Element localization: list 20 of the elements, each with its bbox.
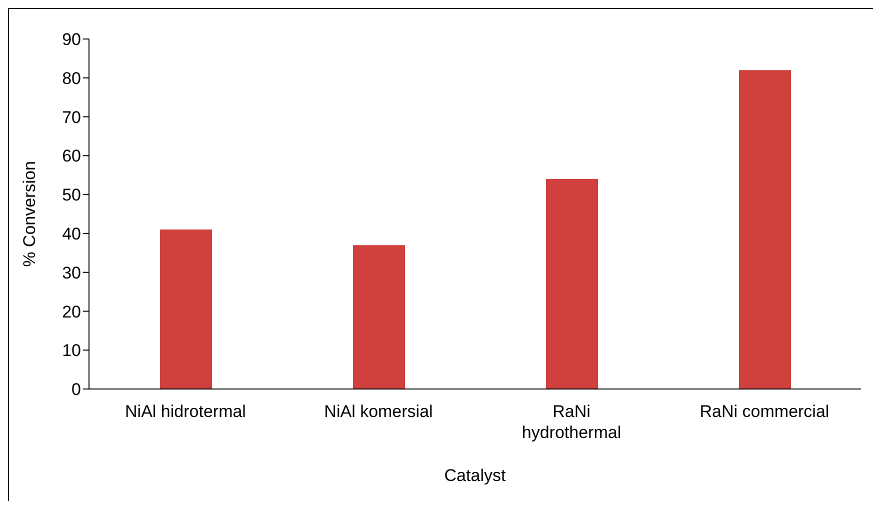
y-tick-label: 80 <box>62 68 81 88</box>
bar <box>353 245 405 389</box>
x-axis-title: Catalyst <box>444 466 506 486</box>
y-tick-label: 0 <box>72 380 81 400</box>
y-axis-title: % Conversion <box>20 161 40 267</box>
x-tick-label: NiAl komersial <box>324 402 433 421</box>
y-tick-label: 60 <box>62 146 81 166</box>
y-tick-label: 10 <box>62 341 81 360</box>
bar <box>739 70 791 389</box>
y-tick-label: 90 <box>62 30 81 50</box>
y-tick-label: 20 <box>62 302 81 322</box>
bar <box>546 179 598 389</box>
y-tick-label: 40 <box>62 224 81 244</box>
x-tick-label: RaNi commercial <box>700 402 830 421</box>
y-tick-label: 50 <box>62 186 81 205</box>
x-tick-label: NiAl hidrotermal <box>125 402 246 421</box>
bar <box>160 230 212 389</box>
y-tick-label: 70 <box>62 108 81 127</box>
y-tick-label: 30 <box>62 263 81 282</box>
x-tick-label: RaNi hydrothermal <box>522 402 622 442</box>
